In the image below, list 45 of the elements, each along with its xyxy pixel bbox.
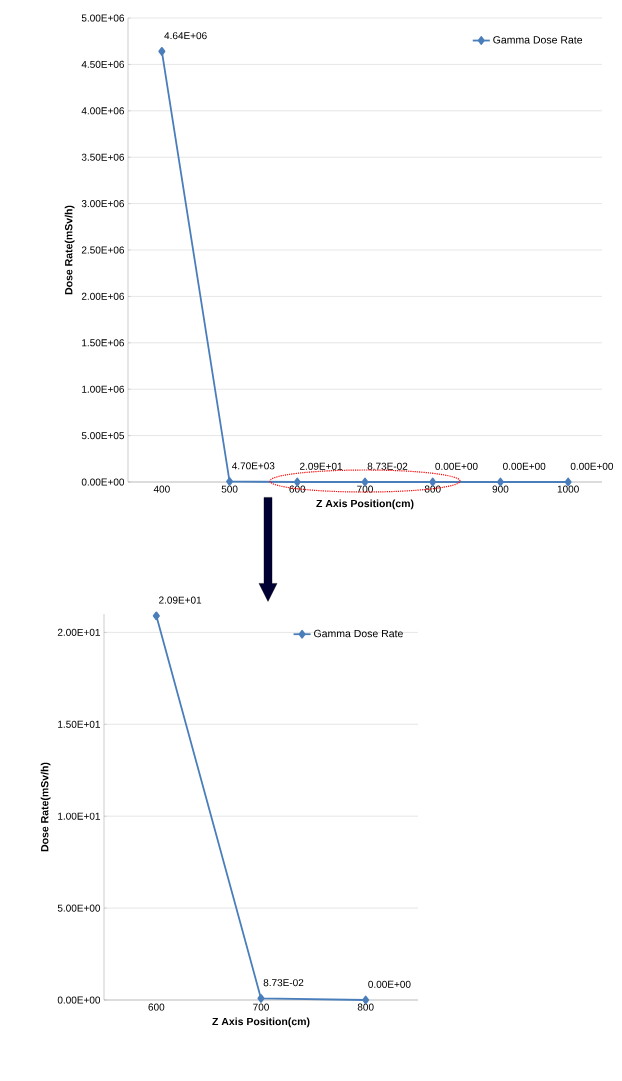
y-tick-label: 1.00E+01 (58, 812, 100, 820)
y-tick-label: 0.00E+00 (57, 996, 101, 1004)
data-label: 2.09E+01 (299, 462, 343, 470)
legend-label: Gamma Dose Rate (314, 629, 403, 638)
x-tick-label: 500 (221, 485, 238, 493)
y-tick-label: 5.00E+00 (57, 904, 101, 912)
x-axis-title: Z Axis Position(cm) (212, 1017, 310, 1028)
y-tick-label: 2.50E+06 (81, 246, 125, 254)
x-axis-title: Z Axis Position(cm) (316, 499, 414, 510)
x-tick-label: 600 (289, 485, 306, 493)
data-label: 0.00E+00 (435, 462, 478, 470)
y-axis-title: Dose Rate(mSv/h) (64, 205, 75, 295)
y-tick-label: 4.50E+06 (81, 60, 125, 68)
y-tick-label: 1.50E+06 (82, 339, 125, 347)
x-tick-label: 700 (253, 1003, 269, 1011)
y-tick-label: 1.00E+06 (82, 385, 125, 393)
point (152, 611, 160, 621)
data-label: 4.70E+03 (232, 462, 275, 470)
y-axis-title: Dose Rate(mSv/h) (40, 762, 51, 852)
y-tick-label: 1.50E+01 (58, 720, 100, 728)
y-tick-label: 3.50E+06 (81, 153, 125, 161)
y-tick-label: 5.00E+05 (81, 432, 125, 440)
data-label: 8.73E-02 (263, 979, 304, 987)
point (158, 47, 166, 56)
y-tick-label: 2.00E+06 (81, 292, 125, 300)
data-label: 8.73E-02 (367, 462, 408, 470)
x-tick-label: 400 (153, 485, 170, 493)
y-tick-label: 5.00E+06 (81, 14, 125, 22)
x-tick-label: 800 (424, 485, 441, 493)
y-tick-label: 0.00E+00 (81, 478, 125, 486)
x-tick-label: 1000 (557, 485, 579, 493)
x-tick-label: 700 (357, 485, 373, 493)
legend-label: Gamma Dose Rate (493, 36, 583, 44)
y-tick-label: 4.00E+06 (81, 107, 125, 115)
data-label: 0.00E+00 (368, 980, 411, 988)
data-label: 4.64E+06 (164, 32, 207, 40)
data-label: 0.00E+00 (570, 462, 614, 470)
x-tick-label: 600 (148, 1003, 165, 1011)
data-label: 0.00E+00 (503, 462, 546, 470)
x-tick-label: 800 (357, 1003, 374, 1011)
point (257, 994, 265, 1003)
data-label: 2.09E+01 (159, 596, 202, 604)
y-tick-label: 2.00E+01 (57, 628, 100, 636)
y-tick-label: 3.00E+06 (81, 200, 125, 208)
x-tick-label: 900 (492, 485, 509, 493)
